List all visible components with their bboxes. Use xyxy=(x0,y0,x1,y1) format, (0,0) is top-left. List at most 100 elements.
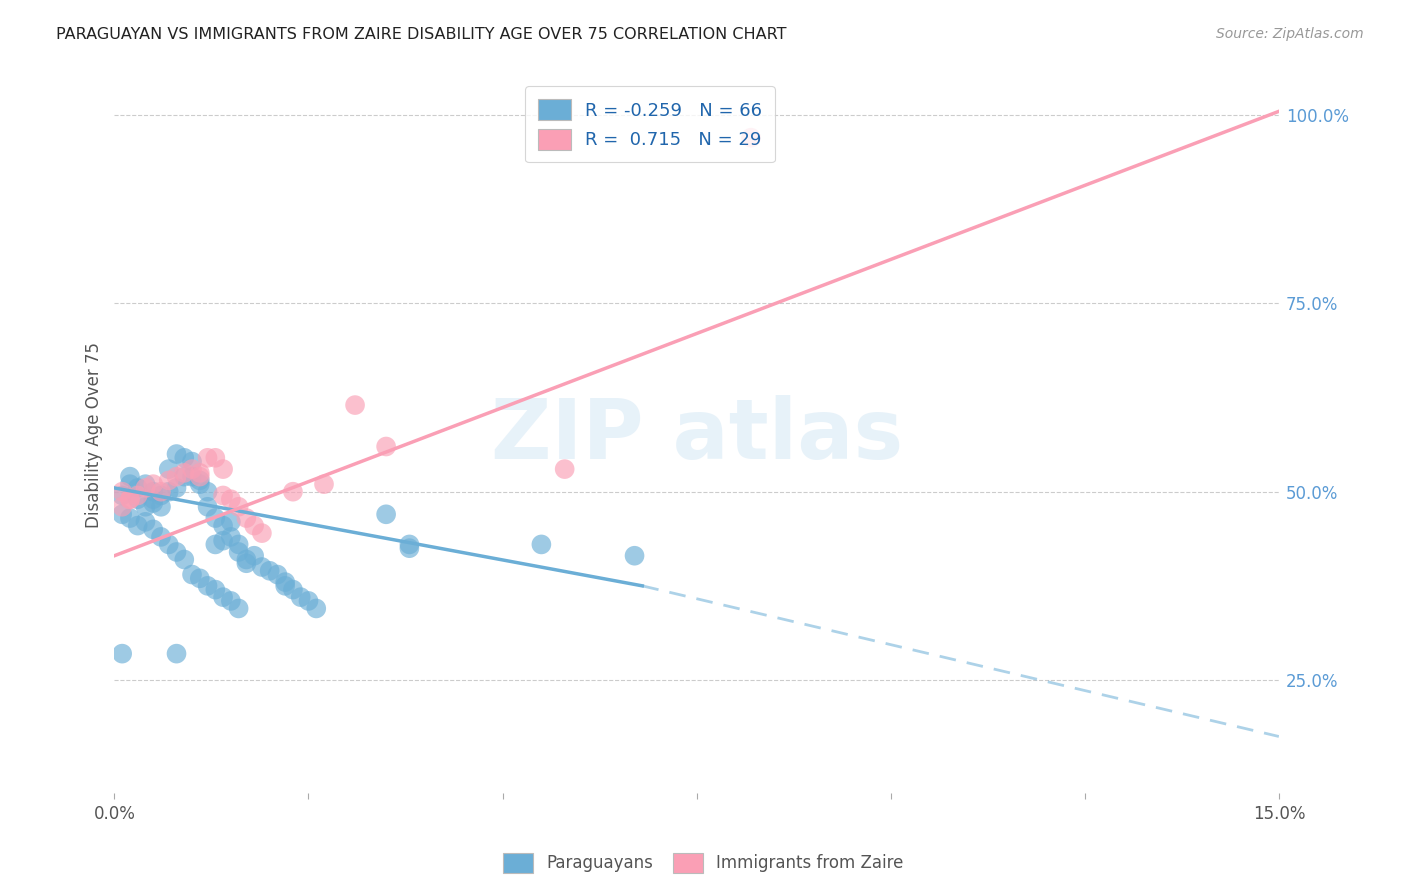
Legend: Paraguayans, Immigrants from Zaire: Paraguayans, Immigrants from Zaire xyxy=(496,847,910,880)
Point xyxy=(228,500,250,514)
Point xyxy=(118,492,141,507)
Point xyxy=(150,530,173,544)
Point xyxy=(127,481,149,495)
Point xyxy=(111,488,134,502)
Point xyxy=(290,590,312,604)
Point xyxy=(118,469,141,483)
Point xyxy=(111,647,134,661)
Point xyxy=(118,492,141,507)
Point xyxy=(111,508,134,522)
Point xyxy=(166,481,188,495)
Point xyxy=(274,575,297,590)
Point xyxy=(344,398,367,412)
Point xyxy=(243,549,266,563)
Point xyxy=(142,492,165,507)
Point xyxy=(266,567,288,582)
Point xyxy=(375,508,398,522)
Point xyxy=(250,526,273,541)
Point xyxy=(274,579,297,593)
Point xyxy=(134,500,156,514)
Point xyxy=(118,511,141,525)
Point xyxy=(398,537,420,551)
Point xyxy=(173,552,195,566)
Point xyxy=(212,533,235,548)
Point xyxy=(188,469,211,483)
Point xyxy=(375,440,398,454)
Point xyxy=(188,477,211,491)
Point xyxy=(181,469,204,483)
Point xyxy=(111,500,134,514)
Point xyxy=(228,545,250,559)
Point xyxy=(204,537,226,551)
Point xyxy=(166,545,188,559)
Point xyxy=(197,450,219,465)
Point xyxy=(150,484,173,499)
Point xyxy=(259,564,281,578)
Point xyxy=(312,477,335,491)
Point xyxy=(157,474,180,488)
Point xyxy=(134,481,156,495)
Point xyxy=(212,590,235,604)
Text: ZIP atlas: ZIP atlas xyxy=(491,394,903,475)
Point xyxy=(281,582,304,597)
Point xyxy=(173,450,195,465)
Point xyxy=(235,552,257,566)
Point xyxy=(127,488,149,502)
Point xyxy=(150,500,173,514)
Point xyxy=(219,515,242,529)
Point xyxy=(212,462,235,476)
Point xyxy=(212,518,235,533)
Point xyxy=(181,462,204,476)
Point xyxy=(235,556,257,570)
Point xyxy=(219,530,242,544)
Point xyxy=(554,462,576,476)
Point xyxy=(197,500,219,514)
Point xyxy=(142,477,165,491)
Point xyxy=(166,469,188,483)
Text: PARAGUAYAN VS IMMIGRANTS FROM ZAIRE DISABILITY AGE OVER 75 CORRELATION CHART: PARAGUAYAN VS IMMIGRANTS FROM ZAIRE DISA… xyxy=(56,27,787,42)
Point xyxy=(157,484,180,499)
Point xyxy=(142,522,165,536)
Point xyxy=(166,647,188,661)
Point xyxy=(127,518,149,533)
Point xyxy=(235,511,257,525)
Point xyxy=(142,484,165,499)
Point xyxy=(281,484,304,499)
Point xyxy=(398,541,420,556)
Point xyxy=(111,484,134,499)
Point xyxy=(197,579,219,593)
Point xyxy=(166,447,188,461)
Point xyxy=(173,466,195,480)
Legend: R = -0.259   N = 66, R =  0.715   N = 29: R = -0.259 N = 66, R = 0.715 N = 29 xyxy=(526,87,775,162)
Point xyxy=(219,492,242,507)
Point xyxy=(623,549,645,563)
Point xyxy=(127,492,149,507)
Point xyxy=(157,537,180,551)
Point xyxy=(197,484,219,499)
Point xyxy=(297,594,319,608)
Point xyxy=(134,477,156,491)
Point xyxy=(188,474,211,488)
Point xyxy=(181,567,204,582)
Point xyxy=(204,511,226,525)
Point xyxy=(228,601,250,615)
Text: Source: ZipAtlas.com: Source: ZipAtlas.com xyxy=(1216,27,1364,41)
Point xyxy=(228,537,250,551)
Point xyxy=(204,450,226,465)
Point xyxy=(243,518,266,533)
Point xyxy=(142,496,165,510)
Point xyxy=(181,454,204,468)
Point xyxy=(530,537,553,551)
Point xyxy=(157,462,180,476)
Point xyxy=(150,488,173,502)
Point xyxy=(188,571,211,585)
Point xyxy=(204,582,226,597)
Point xyxy=(212,488,235,502)
Point xyxy=(250,560,273,574)
Point xyxy=(118,477,141,491)
Y-axis label: Disability Age Over 75: Disability Age Over 75 xyxy=(86,343,103,528)
Point xyxy=(740,130,762,145)
Point xyxy=(173,469,195,483)
Point xyxy=(188,466,211,480)
Point xyxy=(219,594,242,608)
